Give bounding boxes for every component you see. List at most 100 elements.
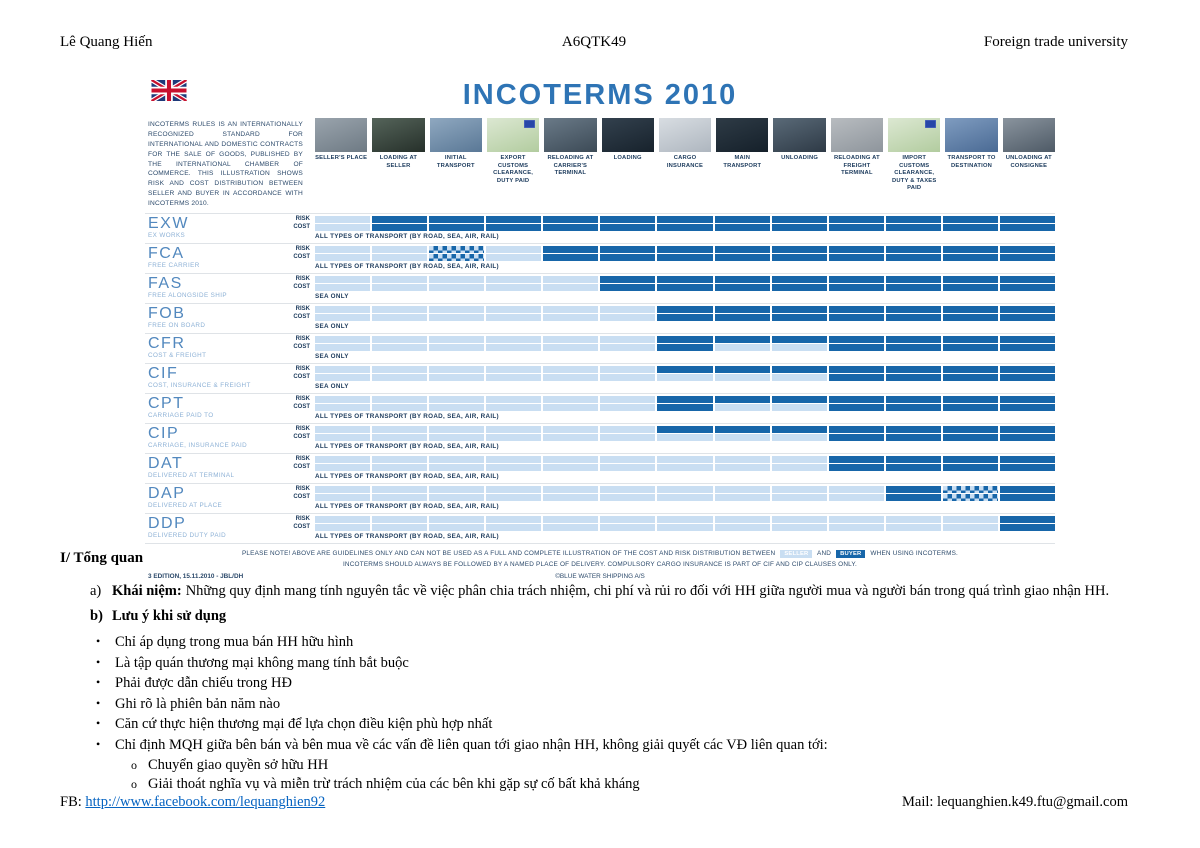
segment-seller xyxy=(372,434,428,442)
header-university: Foreign trade university xyxy=(983,34,1128,50)
segment-seller xyxy=(372,306,428,314)
segment-buyer xyxy=(828,284,884,292)
segment-seller xyxy=(429,374,485,382)
segment-buyer xyxy=(828,246,884,254)
segment-buyer xyxy=(771,366,827,374)
segment-buyer xyxy=(885,216,941,224)
segment-seller xyxy=(771,404,827,412)
segment-seller xyxy=(372,366,428,374)
cost-label: Cost xyxy=(293,464,310,471)
transport-mode-label: All types of transport (by road, sea, ai… xyxy=(315,533,499,541)
incoterm-full-name: Free Alongside Ship xyxy=(148,292,227,300)
bullet-text: Chỉ định MQH giữa bên bán và bên mua về … xyxy=(115,736,828,753)
bullet-item: • Chỉ áp dụng trong mua bán HH hữu hình xyxy=(60,632,1138,653)
incoterm-full-name: Free On Board xyxy=(148,322,206,330)
segment-seller xyxy=(372,246,428,254)
segment-buyer xyxy=(999,464,1055,472)
page-footer: FB: http://www.facebook.com/lequanghien9… xyxy=(60,794,1128,811)
segment-buyer xyxy=(999,366,1055,374)
incoterm-label-block: FCA Free Carrier xyxy=(145,246,278,273)
segment-buyer xyxy=(771,224,827,232)
segment-seller xyxy=(315,366,371,374)
incoterm-row: FCA Free Carrier Risk Cost All types of tran… xyxy=(145,244,1055,275)
segment-buyer xyxy=(942,374,998,382)
segment-buyer xyxy=(771,306,827,314)
incoterm-code: FCA xyxy=(148,245,185,263)
segment-seller xyxy=(600,516,656,524)
segment-buyer xyxy=(885,246,941,254)
segment-seller xyxy=(315,464,371,472)
segment-seller xyxy=(771,494,827,502)
segment-buyer xyxy=(828,276,884,284)
buyer-legend-chip: Buyer xyxy=(836,550,866,559)
segment-seller xyxy=(372,254,428,262)
segment-buyer xyxy=(600,216,656,224)
bullet-text: Là tập quán thương mại không mang tính b… xyxy=(115,654,409,671)
segment-buyer xyxy=(657,314,713,322)
segment-buyer xyxy=(942,314,998,322)
incoterm-code: DDP xyxy=(148,515,187,533)
segment-seller xyxy=(486,336,542,344)
facebook-link[interactable]: http://www.facebook.com/lequanghien92 xyxy=(85,794,326,810)
risk-segments xyxy=(315,306,1055,314)
incoterm-label-block: FOB Free On Board xyxy=(145,306,278,333)
segment-seller xyxy=(657,434,713,442)
segment-buyer xyxy=(885,284,941,292)
risk-label: Risk xyxy=(295,246,310,253)
chart-column: Transport to destination xyxy=(945,118,998,170)
cost-label: Cost xyxy=(293,374,310,381)
incoterm-code: DAP xyxy=(148,485,186,503)
footer-mail: Mail: lequanghien.k49.ftu@gmail.com xyxy=(902,794,1128,810)
column-label: Loading at seller xyxy=(379,155,418,169)
segment-seller xyxy=(486,516,542,524)
segment-seller xyxy=(828,494,884,502)
segment-buyer xyxy=(828,224,884,232)
segment-buyer xyxy=(942,366,998,374)
risk-label: Risk xyxy=(295,456,310,463)
risk-segments xyxy=(315,276,1055,284)
bullet-marker: • xyxy=(96,675,101,690)
segment-seller xyxy=(486,284,542,292)
segment-seller xyxy=(486,404,542,412)
segment-buyer xyxy=(999,314,1055,322)
cost-segments xyxy=(315,254,1055,262)
segment-seller xyxy=(600,396,656,404)
cost-bar-line: Cost xyxy=(278,434,1055,442)
segment-buyer xyxy=(942,464,998,472)
incoterm-full-name: Ex Works xyxy=(148,232,186,240)
segment-seller xyxy=(429,524,485,532)
incoterm-bars: Risk Cost All types of transport (by road,… xyxy=(278,516,1055,543)
risk-label: Risk xyxy=(295,426,310,433)
column-label: Export customs clearance, duty paid xyxy=(493,155,534,184)
bullet-marker: • xyxy=(96,736,101,751)
segment-mixed xyxy=(942,494,998,502)
cost-segments xyxy=(315,224,1055,232)
segment-seller xyxy=(486,434,542,442)
segment-seller xyxy=(771,524,827,532)
segment-buyer xyxy=(828,404,884,412)
segment-buyer xyxy=(714,306,770,314)
segment-seller xyxy=(543,344,599,352)
segment-buyer xyxy=(714,246,770,254)
transport-mode-label: All types of transport (by road, sea, ai… xyxy=(315,443,499,451)
column-label: Transport to destination xyxy=(947,155,996,169)
risk-label: Risk xyxy=(295,516,310,523)
risk-label: Risk xyxy=(295,396,310,403)
segment-buyer xyxy=(600,284,656,292)
segment-buyer xyxy=(885,366,941,374)
segment-seller xyxy=(714,516,770,524)
segment-seller xyxy=(543,524,599,532)
cost-segments xyxy=(315,344,1055,352)
segment-seller xyxy=(771,344,827,352)
column-photo xyxy=(315,118,368,152)
segment-seller xyxy=(657,516,713,524)
segment-buyer xyxy=(885,314,941,322)
segment-seller xyxy=(771,486,827,494)
segment-seller xyxy=(486,374,542,382)
bullet-text: Căn cứ thực hiện thương mại để lựa chọn … xyxy=(115,716,493,733)
segment-seller xyxy=(315,216,371,224)
bullet-text: Phải được dẫn chiếu trong HĐ xyxy=(115,675,293,692)
segment-buyer xyxy=(999,254,1055,262)
segment-buyer xyxy=(771,254,827,262)
incoterm-code: CFR xyxy=(148,335,186,353)
